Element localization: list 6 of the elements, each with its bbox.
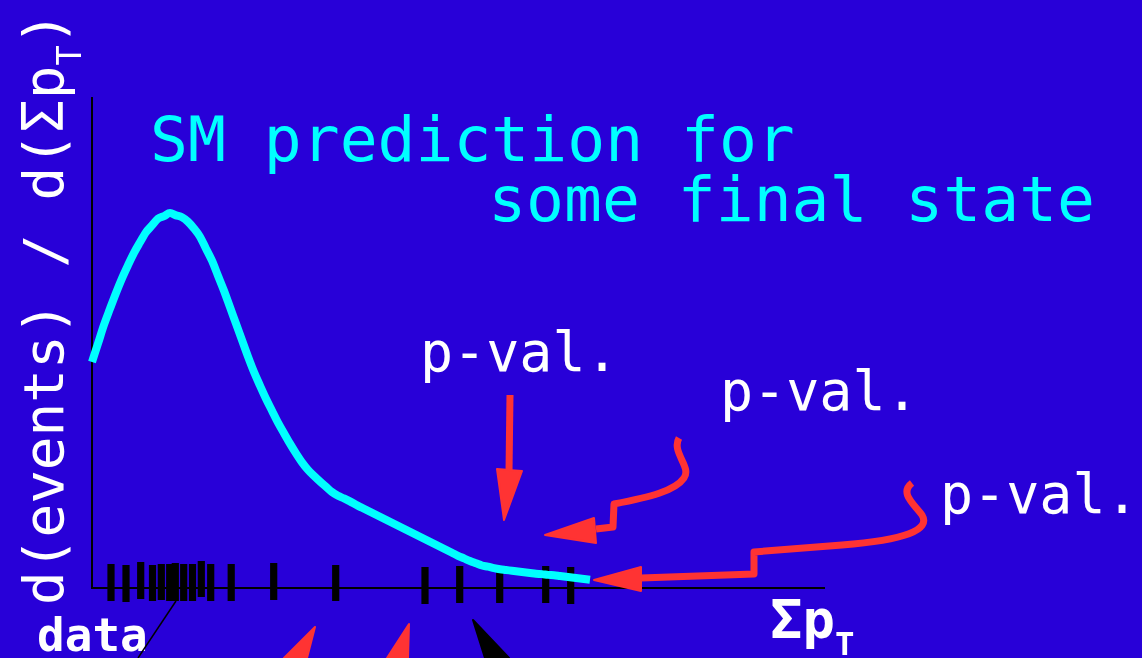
annotation: p-val. [720,359,919,423]
series-label: SM prediction for some final state [150,103,1096,236]
text: p-val. [940,462,1139,526]
text: data [37,608,148,658]
annotation: p-val. [420,320,619,384]
y-axis-title: d(events) / d(ΣpT) [11,11,89,605]
